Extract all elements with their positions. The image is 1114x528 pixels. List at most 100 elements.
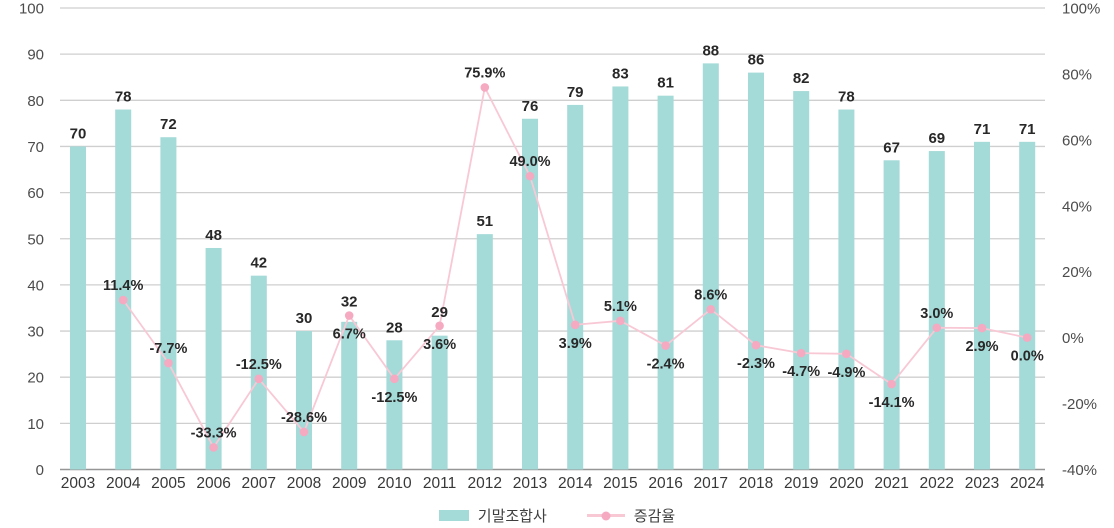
y-left-tick-label: 20 [27, 370, 44, 387]
bar [522, 118, 538, 470]
bar [115, 109, 132, 470]
y-right-tick-label: -20% [1062, 396, 1097, 413]
bar-series-swatch-icon [438, 510, 469, 521]
growth-value-label: -33.3% [191, 425, 237, 441]
bar-value-label: 86 [748, 52, 765, 69]
y-right-tick-label: 60% [1062, 132, 1092, 149]
y-right-tick-label: 20% [1062, 264, 1092, 281]
growth-value-label: 2.9% [965, 339, 998, 355]
bar-value-label: 72 [160, 116, 177, 133]
x-tick-label: 2023 [965, 475, 999, 492]
legend-item-line: 증감율 [586, 505, 675, 526]
x-tick-label: 2014 [558, 475, 593, 492]
bar [296, 331, 312, 470]
x-tick-label: 2011 [423, 475, 456, 492]
y-right-tick-label: 100% [1062, 1, 1100, 18]
growth-value-label: 0.0% [1011, 349, 1044, 365]
bar [341, 321, 358, 470]
bar-value-label: 48 [205, 227, 222, 244]
bar [431, 335, 448, 470]
growth-value-label: -12.5% [371, 390, 417, 406]
x-tick-label: 2004 [106, 475, 141, 492]
bar-value-label: 28 [386, 319, 403, 336]
bar-value-label: 82 [793, 70, 810, 87]
y-left-tick-label: 80 [27, 93, 44, 110]
y-left-tick-label: 30 [27, 324, 44, 341]
growth-value-label: 6.7% [333, 327, 366, 343]
legend-item-bar: 기말조합사 [438, 505, 547, 526]
y-left-tick-label: 0 [36, 462, 44, 479]
growth-value-label: -4.7% [782, 364, 820, 380]
y-right-tick-label: 80% [1062, 66, 1092, 83]
growth-marker [390, 374, 399, 384]
x-tick-label: 2008 [287, 475, 321, 492]
growth-marker [887, 379, 896, 389]
bar [838, 109, 855, 470]
bar-value-label: 70 [70, 125, 87, 142]
growth-marker [344, 311, 354, 320]
y-right-tick-label: 40% [1062, 198, 1092, 215]
legend: 기말조합사 증감율 [0, 505, 1114, 526]
x-tick-label: 2019 [784, 475, 818, 492]
growth-value-label: -2.4% [647, 357, 685, 373]
growth-value-label: 75.9% [464, 65, 505, 81]
bar-value-label: 78 [115, 89, 132, 106]
bar [567, 104, 584, 470]
x-tick-label: 2006 [196, 475, 230, 492]
bar-value-label: 76 [522, 98, 539, 115]
bar [1019, 141, 1036, 470]
bar-value-label: 32 [341, 294, 358, 311]
x-tick-label: 2022 [920, 475, 954, 492]
x-tick-label: 2018 [739, 475, 773, 492]
growth-value-label: -28.6% [281, 410, 327, 426]
x-tick-label: 2013 [513, 475, 547, 492]
growth-marker [751, 340, 761, 350]
growth-value-label: -12.5% [236, 357, 282, 373]
bar [476, 234, 493, 470]
growth-value-label: 8.6% [694, 287, 727, 303]
growth-marker [118, 295, 128, 305]
bar-value-label: 88 [702, 42, 719, 59]
growth-marker [1022, 333, 1032, 342]
x-tick-label: 2012 [468, 475, 502, 492]
growth-marker [616, 316, 625, 326]
x-tick-label: 2017 [694, 475, 728, 492]
y-right-tick-label: 0% [1062, 330, 1084, 347]
line-series-marker-icon [601, 511, 611, 520]
growth-value-label: -2.3% [737, 356, 775, 372]
bar-value-label: 79 [567, 84, 584, 101]
y-left-tick-label: 70 [27, 139, 44, 156]
growth-marker [796, 348, 806, 358]
growth-value-label: 3.6% [423, 337, 456, 353]
growth-marker [661, 341, 670, 350]
bar [928, 151, 945, 470]
growth-value-label: 49.0% [509, 154, 550, 170]
x-tick-label: 2021 [874, 475, 908, 492]
bar-value-label: 51 [476, 213, 493, 230]
growth-value-label: -4.9% [827, 365, 865, 381]
bar [160, 137, 177, 470]
bar-value-label: 81 [657, 75, 674, 92]
bar [748, 72, 764, 470]
x-tick-label: 2007 [242, 475, 276, 492]
growth-marker [435, 321, 444, 331]
x-tick-label: 2015 [603, 475, 637, 492]
bar-value-label: 30 [296, 310, 313, 327]
x-tick-label: 2003 [61, 475, 95, 492]
growth-marker [299, 427, 309, 437]
x-tick-label: 2020 [829, 475, 864, 492]
bar [657, 95, 674, 470]
growth-value-label: 11.4% [103, 278, 143, 294]
bar [793, 91, 810, 470]
growth-marker [570, 320, 580, 330]
growth-marker [209, 443, 218, 452]
bar [883, 160, 900, 470]
bar-value-label: 29 [431, 304, 448, 321]
bar-value-label: 42 [250, 255, 267, 272]
bar [702, 63, 719, 470]
bar [205, 247, 222, 470]
growth-marker [842, 349, 851, 359]
y-left-tick-label: 50 [27, 231, 44, 248]
bar-value-label: 71 [974, 121, 991, 138]
growth-value-label: -14.1% [869, 395, 915, 411]
